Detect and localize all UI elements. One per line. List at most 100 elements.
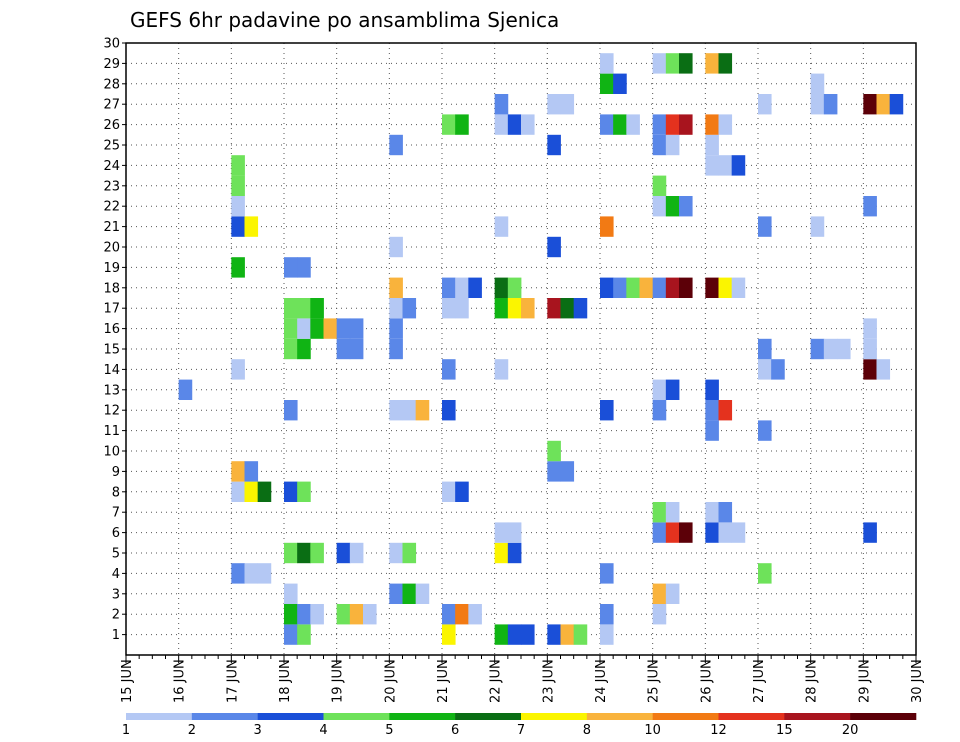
heat-cell — [231, 481, 245, 502]
heat-cell — [349, 604, 364, 625]
legend-swatch — [521, 713, 588, 720]
heat-cell — [297, 481, 311, 502]
heat-cell — [652, 134, 667, 156]
heat-cell — [758, 216, 772, 237]
heat-cell — [284, 338, 298, 360]
y-tick-label: 3 — [112, 587, 120, 602]
heat-cell — [547, 624, 561, 645]
heat-cell — [639, 277, 654, 298]
heat-cell — [389, 298, 403, 319]
heat-cell — [718, 522, 733, 543]
heat-cell — [705, 114, 719, 135]
heat-cell — [402, 298, 417, 319]
heat-cell — [758, 338, 772, 360]
legend-swatch — [455, 713, 522, 720]
heat-cell — [547, 461, 561, 482]
legend-label: 10 — [644, 723, 661, 738]
y-tick-label: 5 — [112, 547, 120, 562]
heat-cell — [810, 338, 825, 360]
heat-cell — [442, 298, 456, 319]
y-tick-label: 14 — [103, 363, 120, 378]
heat-cell — [863, 338, 877, 360]
heat-cell — [297, 604, 311, 625]
x-tick-label: 29 JUN — [857, 659, 872, 703]
heat-cell — [468, 277, 482, 298]
heat-cell — [705, 379, 719, 400]
heat-cell — [600, 73, 614, 94]
x-tick-label: 18 JUN — [278, 659, 293, 703]
heat-cell — [284, 481, 298, 502]
heat-cell — [652, 502, 667, 523]
heat-cell — [560, 624, 575, 645]
heat-cell — [336, 542, 351, 564]
heat-cell — [415, 583, 430, 604]
heat-cell — [731, 277, 746, 298]
legend-swatch — [257, 713, 324, 720]
heat-cell — [244, 461, 259, 482]
heat-cell — [389, 542, 403, 564]
heat-cell — [823, 94, 838, 115]
heat-cell — [652, 175, 667, 196]
legend-swatch — [191, 713, 258, 720]
y-tick-label: 25 — [103, 139, 120, 154]
y-tick-label: 7 — [112, 506, 120, 521]
x-tick-label: 17 JUN — [225, 659, 240, 703]
heat-cell — [494, 277, 509, 298]
legend-swatch — [586, 713, 653, 720]
heat-cell — [284, 542, 298, 564]
heat-cell — [876, 359, 891, 380]
x-tick-label: 24 JUN — [594, 659, 609, 703]
heat-cell — [349, 318, 364, 339]
heat-cell — [758, 563, 772, 584]
heat-cell — [705, 400, 719, 421]
heat-cell — [336, 604, 351, 625]
heat-cell — [310, 298, 324, 319]
heat-cell — [507, 624, 522, 645]
heat-cell — [178, 379, 193, 400]
y-tick-label: 16 — [103, 322, 120, 337]
y-tick-label: 11 — [103, 424, 120, 439]
heat-cell — [310, 542, 324, 564]
y-tick-label: 18 — [103, 281, 120, 296]
heat-cell — [600, 563, 614, 584]
heat-cell — [758, 420, 772, 441]
heat-cell — [323, 318, 338, 339]
heat-cell — [731, 155, 746, 176]
heat-cell — [336, 318, 351, 339]
heat-cell — [507, 542, 522, 564]
heat-cell — [231, 563, 245, 584]
y-tick-label: 27 — [103, 98, 120, 113]
heat-cell — [494, 216, 509, 237]
y-tick-label: 13 — [103, 383, 120, 398]
heat-cell — [284, 318, 298, 339]
x-axis: 15 JUN 16 JUN 17 JUN 18 JUN 19 JUN 20 JUN 21 J… — [120, 655, 925, 703]
y-tick-label: 9 — [112, 465, 120, 480]
heat-cell — [718, 400, 733, 421]
heat-cell — [231, 216, 245, 237]
heat-cell — [507, 277, 522, 298]
chart-title: GEFS 6hr padavine po ansamblima Sjenica — [130, 8, 559, 32]
heat-cell — [771, 359, 785, 380]
x-tick-label: 23 JUN — [541, 659, 556, 703]
heat-cell — [600, 277, 614, 298]
heat-cell — [442, 277, 456, 298]
heat-cell — [494, 542, 509, 564]
y-tick-label: 2 — [112, 608, 120, 623]
legend-label: 6 — [451, 723, 459, 738]
heat-cell — [560, 298, 575, 319]
heat-cell — [573, 298, 588, 319]
legend-label: 1 — [122, 723, 130, 738]
y-tick-label: 22 — [103, 200, 120, 215]
heat-cell — [718, 277, 733, 298]
heat-cell — [665, 522, 680, 543]
heat-cell — [652, 583, 667, 604]
heat-cell — [507, 522, 522, 543]
x-tick-label: 27 JUN — [752, 659, 767, 703]
heat-cell — [231, 257, 245, 278]
heat-cell — [547, 440, 561, 462]
heat-cell — [547, 236, 561, 258]
heat-cell — [389, 338, 403, 360]
heat-cell — [231, 155, 245, 176]
heat-cell — [718, 502, 733, 523]
